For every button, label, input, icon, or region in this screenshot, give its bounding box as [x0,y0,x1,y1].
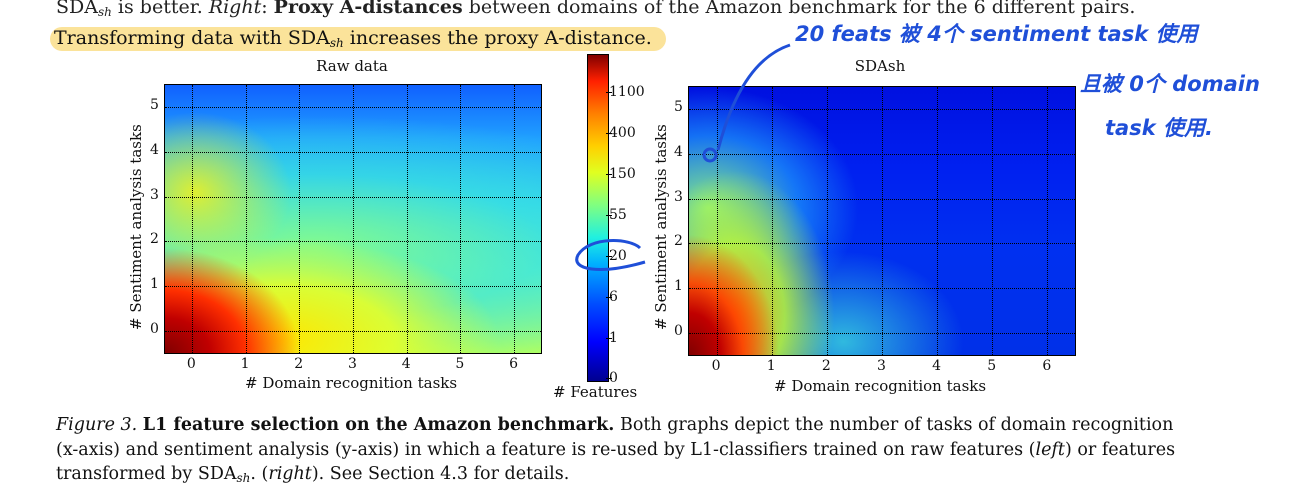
caption-text: right [268,464,312,484]
colorbar-tick-label: 1 [606,330,618,346]
x-tick-label: 4 [932,358,942,374]
x-tick-label: 2 [294,356,304,372]
colorbar-label: # Features [553,383,638,401]
y-tick-label: 5 [674,99,683,116]
y-tick-label: 4 [150,142,159,158]
text-run: SDA [56,0,98,18]
annotation-point-circle [702,147,718,163]
colorbar-tick-label: 1100 [606,84,645,100]
colorbar-tick-label: 150 [606,166,636,182]
annotation-arrow [716,43,791,151]
y-tick-label: 2 [674,233,683,250]
y-axis-label: # Sentiment analysis tasks [652,124,670,330]
annotation-tick-circle [575,239,646,271]
figure-caption: Figure 3. L1 feature selection on the Am… [56,413,1176,491]
colorbar-tick-label: 55 [606,207,627,223]
y-tick-label: 1 [674,278,683,294]
colorbar-tick-label: 6 [606,289,618,305]
x-axis-label: # Domain recognition tasks [774,377,987,395]
caption-text: ) or features transformed by SDA [56,439,1176,485]
y-tick-label: 0 [150,320,159,337]
y-axis-label: # Sentiment analysis tasks [127,124,145,330]
colorbar-tick-label: 20 [606,248,627,264]
text-run: Right [208,0,262,18]
chart-title-left: Raw data [316,57,388,75]
highlighted-sentence: Transforming data with SDAsh increases t… [50,27,666,51]
y-tick-label: 2 [150,231,159,248]
x-tick-label: 4 [401,356,411,372]
y-tick-label: 1 [150,276,159,292]
annotation-line-2: 且被 0个 domain [1080,72,1260,96]
x-tick-label: 6 [509,356,519,372]
y-tick-label: 3 [674,188,683,205]
text-run: Proxy A-distances [273,0,463,18]
caption-title: L1 feature selection on the Amazon bench… [142,415,615,435]
x-tick-label: 1 [766,358,776,374]
y-tick-label: 0 [674,322,683,339]
caption-text: . ( [250,464,269,484]
caption-figure-number: Figure 3. [56,415,138,435]
subscript: sh [97,5,112,19]
text-run: between domains of the Amazon benchmark … [462,0,1136,18]
x-tick-label: 2 [821,358,831,374]
x-tick-label: 5 [455,356,465,372]
caption-text: left [1035,439,1065,460]
colorbar-tick-label: 400 [606,125,636,141]
colorbar-tick-label: 0 [606,370,618,386]
subscript: sh [236,471,251,485]
top-paragraph: SDAsh is better. Right: Proxy A-distance… [50,0,1296,56]
x-tick-label: 0 [186,356,196,372]
x-axis-label: # Domain recognition tasks [245,374,458,392]
subscript: sh [329,36,344,50]
x-tick-label: 6 [1042,358,1052,374]
colorbar [587,54,609,382]
y-tick-label: 4 [674,144,683,160]
annotation-line-3: task 使用. [1105,116,1213,140]
x-tick-label: 1 [240,356,250,372]
x-tick-label: 3 [348,356,357,372]
x-tick-label: 0 [711,358,721,374]
y-tick-label: 3 [150,186,159,203]
text-run: increases the proxy A-distance. [343,27,652,49]
text-run: : [261,0,274,18]
chart-title-right: SDAsh [854,57,906,75]
caption-text: Both graphs depict the number of tasks o… [56,415,1174,460]
caption-text: ). See Section 4.3 for details. [311,464,570,484]
x-tick-label: 5 [987,358,997,374]
text-run: Transforming data with SDA [54,27,330,49]
x-tick-label: 3 [877,358,886,374]
annotation-line-1: 20 feats 被 4个 sentiment task 使用 [795,22,1198,46]
y-tick-label: 5 [150,97,159,114]
text-run: is better. [111,0,209,18]
